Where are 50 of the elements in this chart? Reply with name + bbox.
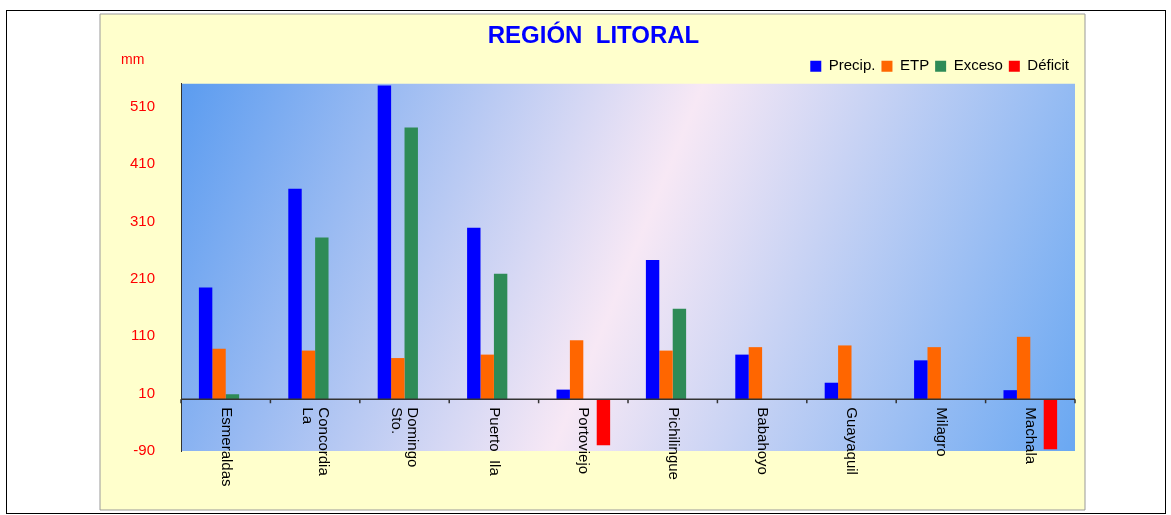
bar (391, 358, 405, 400)
bar (838, 345, 852, 400)
bar (735, 354, 749, 400)
bar (1003, 390, 1017, 400)
y-tick-label: 110 (131, 326, 156, 344)
bar (824, 382, 839, 400)
x-tick-label: Esmeraldas (218, 407, 236, 487)
bar (467, 227, 481, 400)
x-tick-label: Puerto Ila (486, 407, 504, 477)
bar (480, 354, 494, 400)
bar (569, 340, 584, 400)
bar (914, 360, 928, 400)
bar (748, 347, 763, 400)
x-tick-label: Milagro (933, 407, 951, 457)
x-tick-label: La Concordia (299, 407, 333, 477)
bar (1016, 336, 1031, 400)
legend-label: Precip. (828, 56, 876, 74)
bar (377, 85, 392, 400)
bar (315, 237, 329, 400)
bar (927, 347, 941, 400)
x-tick-label: Babahoyo (754, 407, 772, 475)
bar (225, 394, 240, 400)
x-tick-label: Pichilingue (665, 407, 683, 480)
bar (645, 259, 660, 400)
y-tick-label: 210 (130, 269, 156, 287)
bar (556, 389, 570, 400)
y-tick-label: -90 (133, 441, 156, 459)
legend-label: ETP (899, 56, 930, 74)
y-tick-label: 510 (130, 96, 156, 114)
x-tick-label: Machala (1023, 407, 1041, 465)
legend-label: Exceso (953, 56, 1003, 74)
bar (672, 308, 687, 400)
bar (596, 399, 611, 446)
x-tick-label: Sto. Domingo (389, 407, 423, 468)
x-tick-label: Portoviejo (576, 407, 594, 475)
y-tick-label: 10 (138, 383, 156, 401)
y-tick-label: 310 (130, 211, 156, 229)
y-axis-title: mm (121, 50, 145, 67)
bar (1043, 399, 1058, 450)
y-tick-label: 410 (130, 154, 156, 172)
bar (198, 287, 213, 400)
bar (288, 188, 302, 400)
bar (493, 273, 508, 400)
bar (659, 350, 673, 400)
x-tick-label: Guayaquil (844, 407, 862, 475)
bar (212, 348, 226, 400)
bar (404, 127, 418, 400)
legend-label: Déficit (1027, 56, 1070, 74)
chart-title: REGIÓN LITORAL (487, 21, 700, 49)
bar (301, 350, 316, 400)
